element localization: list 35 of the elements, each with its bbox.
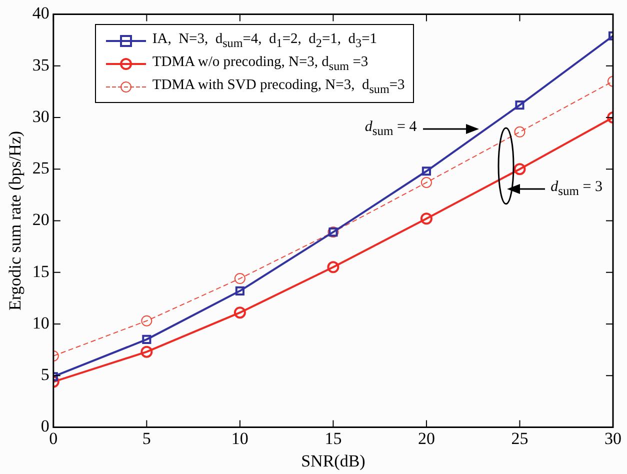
y-tick-label: 35: [32, 55, 50, 74]
y-tick-label: 20: [32, 210, 50, 230]
point: [514, 126, 526, 138]
text: IA, N=3, d$_{sum}$=4, d$_{1}$=2, d$_{2}$=1, d$_{3}$=1: [152, 30, 377, 50]
x-tick-label: 30: [604, 428, 622, 448]
point: [234, 273, 246, 284]
x-tick-label: 10: [231, 428, 248, 448]
y-tick-label: 10: [32, 313, 50, 332]
point: [142, 334, 152, 344]
annotation: d$_{sum}$ = 4: [364, 118, 417, 138]
point: [327, 261, 340, 274]
y-tick-label: 30: [32, 106, 50, 126]
y-tick-label: 0: [40, 416, 50, 436]
point: [514, 163, 526, 176]
point: [234, 306, 246, 319]
y-tick-label: 5: [40, 365, 50, 384]
point: [422, 166, 431, 176]
point: [235, 286, 244, 296]
legend-label: TDMA w/o precoding, N=3, d$_{sum}$ =3: [152, 54, 368, 74]
x-axis-title: SNR(dB): [301, 451, 366, 470]
point: [420, 177, 432, 188]
annotation: d$_{sum}$ = 3: [550, 178, 602, 198]
y-tick-label: 15: [32, 262, 50, 281]
x-tick-label: 15: [324, 428, 342, 448]
x-tick-label: 20: [418, 428, 435, 448]
x-tick-label: 5: [142, 428, 151, 448]
y-axis-title: Ergodic sum rate (bps/Hz): [6, 130, 25, 310]
y-tick-label: 25: [32, 158, 50, 178]
point: [140, 346, 153, 358]
point: [515, 100, 524, 110]
legend-label: TDMA with SVD precoding, N=3, d$_{sum}$=3: [152, 76, 405, 97]
point: [420, 212, 432, 225]
point: [141, 315, 152, 326]
y-tick-label: 40: [32, 4, 50, 23]
x-tick-label: 25: [511, 428, 528, 448]
